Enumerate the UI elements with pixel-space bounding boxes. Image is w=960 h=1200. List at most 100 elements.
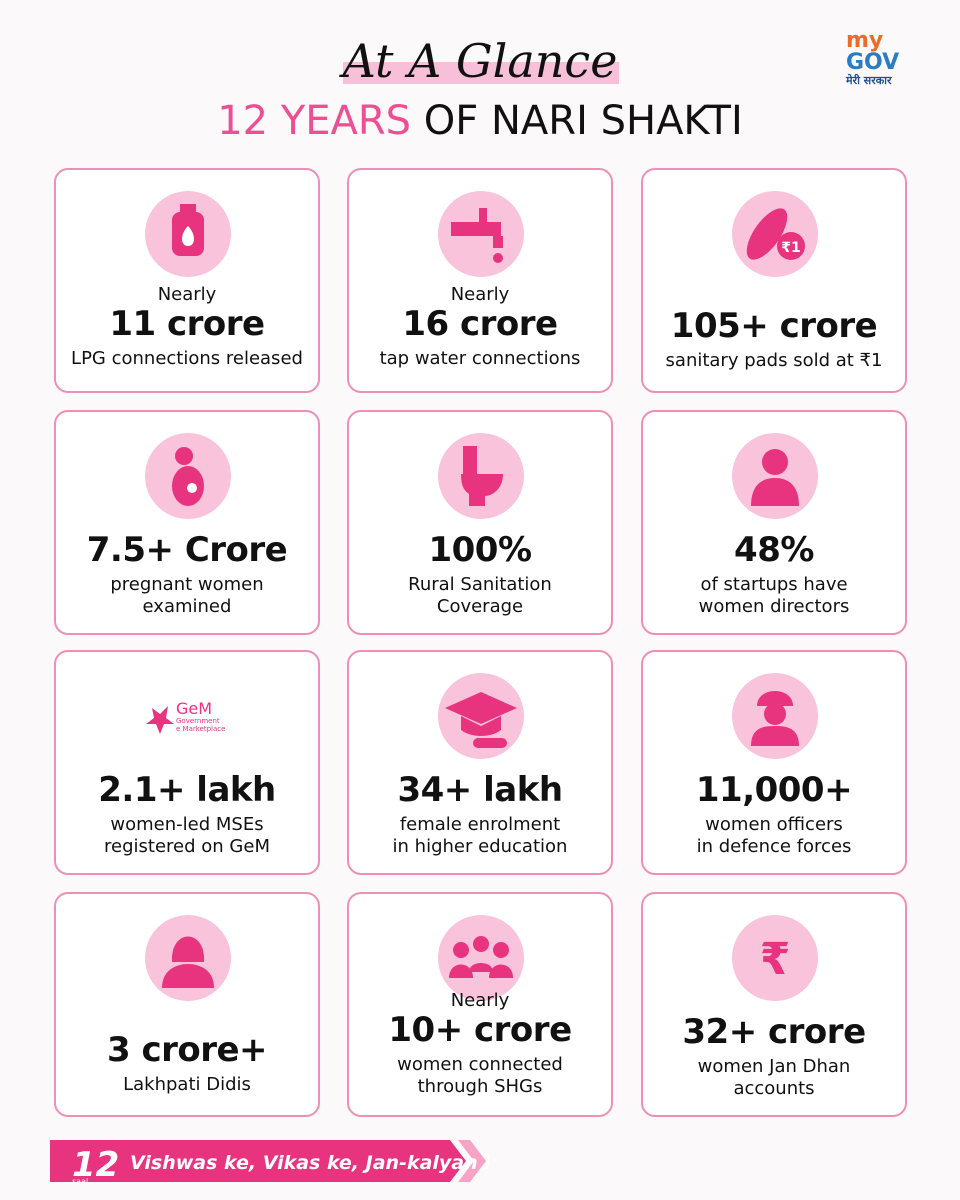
stat-description: of startups have [700,574,848,595]
icon-shape [751,726,799,746]
logo-gov: GOV [846,50,900,75]
subtitle-highlight: 12 YEARS [217,98,412,144]
stat-description: female enrolment [399,814,561,835]
icon-shape [757,691,793,706]
title-highlight [343,62,619,84]
stat-card: Nearly 11 crore LPG connections released [54,168,320,393]
stat-card: ₹1 105+ crore sanitary pads sold at ₹1 [641,168,907,393]
stat-figure: 3 crore+ [106,1030,268,1070]
banner-shape [50,1140,466,1182]
stat-figure: 48% [734,530,814,570]
icon-shape [461,716,501,736]
icon-text: ₹1 [781,240,800,256]
icon [438,915,524,1001]
stat-description: women connected [397,1054,563,1075]
banner-chevron [458,1140,486,1182]
title: At A Glance [342,34,618,88]
icon-text: GeM [176,699,212,718]
stat-card: 34+ lakh female enrolment in higher educat… [347,650,613,875]
icon-shape [489,964,513,978]
stat-description: women Jan Dhan [697,1056,851,1077]
icon-shape [461,474,503,506]
stat-figure: 2.1+ lakh [98,770,276,810]
icon-shape [463,446,477,474]
stat-figure: 105+ crore [670,306,878,346]
stat-card: Nearly 10+ crore women connected through SH… [347,892,613,1117]
icon-glyph [746,208,805,260]
stat-description: Coverage [436,596,524,617]
stat-figure: 32+ crore [682,1012,866,1052]
stat-prefix: Nearly [450,990,510,1011]
icon-glyph [445,692,517,748]
icon [732,433,818,519]
footer-slogan: Vishwas ke, Vikas ke, Jan-kalyan ke [130,1152,490,1174]
icon-shape [473,738,507,748]
stat-description: sanitary pads sold at ₹1 [665,350,883,371]
logo-my: my [846,28,884,53]
icon-shape [187,483,197,493]
stat-figure: 11 crore [109,304,265,344]
icon-glyph [461,446,503,506]
footer-banner: 12 saal Vishwas ke, Vikas ke, Jan-kalyan… [50,1140,490,1186]
stat-description: accounts [733,1078,815,1099]
icon [438,673,524,759]
icon [438,433,524,519]
icon-shape [746,208,788,260]
stat-card: ₹32+ crore women Jan Dhan accounts [641,892,907,1117]
icon-shape [445,692,517,724]
stat-description: women-led MSEs [110,814,264,835]
icon-shape [453,942,469,958]
icon-glyph [751,449,799,506]
stat-description: examined [142,596,232,617]
icon-shape [449,964,473,978]
stat-description: pregnant women [110,574,264,595]
stat-card: 48% of startups have women directors [641,410,907,635]
stat-description: Rural Sanitation [408,574,552,595]
icon-shape [764,703,786,725]
icon-shape [175,447,193,465]
stat-description: in defence forces [696,836,852,857]
icon [438,191,524,277]
subtitle: 12 YEARS OF NARI SHAKTI [0,98,960,144]
icon-text: Government [176,717,220,725]
icon: ₹1 [732,191,818,277]
icon [145,191,231,277]
stat-card: GeM Government e Marketplace 2.1+ lakh women… [54,650,320,875]
icon-bg [732,915,818,1001]
icon-glyph [172,447,204,506]
icon-bg [145,673,231,759]
logo-tagline: मेरी सरकार [846,74,892,87]
stat-description: registered on GeM [104,836,270,857]
stat-card: 7.5+ Crore pregnant women examined [54,410,320,635]
icon-shape [171,936,205,962]
icon-shape [146,706,174,734]
stat-description: LPG connections released [71,348,303,369]
logo: my GOV मेरी सरकार [846,30,899,88]
icon-text: ₹ [760,934,791,985]
stat-figure: 10+ crore [388,1010,572,1050]
icon-shape [762,449,788,475]
icon-text: e Marketplace [176,725,225,733]
icon-shape [180,204,196,214]
icon-shape [469,963,493,972]
stat-figure: 34+ lakh [397,770,563,810]
footer-number: 12 [72,1145,119,1185]
footer-saal: saal [72,1177,88,1186]
stat-description: tap water connections [379,348,581,369]
icon-shape [493,253,503,263]
icon-bg [732,433,818,519]
subtitle-rest: OF NARI SHAKTI [423,98,743,144]
icon-glyph [451,208,503,263]
icon-shape [777,232,805,260]
stat-description: women officers [705,814,843,835]
icon [145,915,231,1001]
stat-prefix: Nearly [450,284,510,305]
icon-shape [162,964,214,988]
icon [145,433,231,519]
stat-card: Nearly 16 crore tap water connections [347,168,613,393]
icon-shape [479,208,487,222]
icon [732,673,818,759]
stat-figure: 11,000+ [695,770,853,810]
